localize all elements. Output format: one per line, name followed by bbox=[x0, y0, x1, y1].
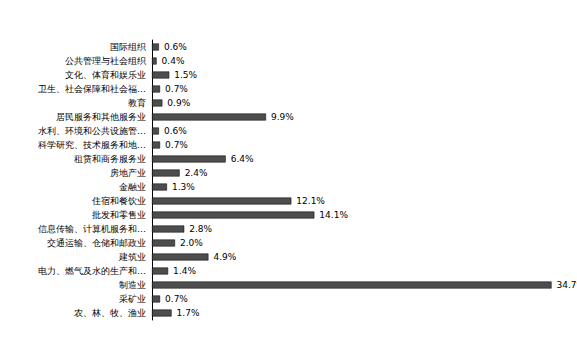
svg-text:金融业: 金融业 bbox=[119, 182, 146, 192]
svg-text:信息传输、计算机服务和…: 信息传输、计算机服务和… bbox=[38, 224, 146, 234]
svg-text:1.5%: 1.5% bbox=[174, 70, 197, 80]
svg-text:农、林、牧、渔业: 农、林、牧、渔业 bbox=[74, 308, 146, 318]
svg-text:制造业: 制造业 bbox=[119, 280, 146, 290]
svg-text:1.3%: 1.3% bbox=[172, 182, 195, 192]
svg-text:教育: 教育 bbox=[128, 98, 146, 108]
svg-text:2.4%: 2.4% bbox=[185, 168, 208, 178]
svg-text:公共管理与社会组织: 公共管理与社会组织 bbox=[65, 56, 146, 66]
svg-text:0.7%: 0.7% bbox=[165, 294, 188, 304]
svg-text:0.6%: 0.6% bbox=[164, 126, 187, 136]
svg-text:科学研究、技术服务和地…: 科学研究、技术服务和地… bbox=[38, 140, 146, 150]
svg-text:0.7%: 0.7% bbox=[165, 84, 188, 94]
svg-text:房地产业: 房地产业 bbox=[110, 168, 146, 178]
svg-text:批发和零售业: 批发和零售业 bbox=[92, 210, 146, 220]
svg-text:0.9%: 0.9% bbox=[167, 98, 190, 108]
svg-text:租赁和商务服务业: 租赁和商务服务业 bbox=[74, 154, 146, 164]
svg-text:住宿和餐饮业: 住宿和餐饮业 bbox=[92, 196, 146, 206]
svg-text:12.1%: 12.1% bbox=[296, 196, 325, 206]
svg-text:9.9%: 9.9% bbox=[271, 112, 294, 122]
svg-text:1.7%: 1.7% bbox=[177, 308, 200, 318]
svg-text:文化、体育和娱乐业: 文化、体育和娱乐业 bbox=[65, 70, 146, 80]
svg-text:14.1%: 14.1% bbox=[319, 210, 348, 220]
svg-text:建筑业: 建筑业 bbox=[118, 252, 146, 262]
svg-text:2.0%: 2.0% bbox=[180, 238, 203, 248]
svg-text:0.7%: 0.7% bbox=[165, 140, 188, 150]
svg-text:电力、燃气及水的生产和…: 电力、燃气及水的生产和… bbox=[38, 266, 146, 276]
svg-text:1.4%: 1.4% bbox=[173, 266, 196, 276]
svg-text:6.4%: 6.4% bbox=[231, 154, 254, 164]
svg-text:交通运输、仓储和邮政业: 交通运输、仓储和邮政业 bbox=[47, 238, 146, 248]
svg-text:居民服务和其他服务业: 居民服务和其他服务业 bbox=[56, 112, 146, 122]
svg-text:采矿业: 采矿业 bbox=[119, 294, 146, 304]
svg-text:国际组织: 国际组织 bbox=[110, 42, 146, 52]
svg-text:0.6%: 0.6% bbox=[164, 42, 187, 52]
svg-text:0.4%: 0.4% bbox=[162, 56, 185, 66]
svg-text:2.8%: 2.8% bbox=[189, 224, 212, 234]
svg-text:4.9%: 4.9% bbox=[213, 252, 236, 262]
svg-text:卫生、社会保障和社会福…: 卫生、社会保障和社会福… bbox=[38, 84, 146, 94]
svg-text:34.7%: 34.7% bbox=[557, 280, 577, 290]
svg-text:水利、环境和公共设施管…: 水利、环境和公共设施管… bbox=[38, 126, 146, 136]
